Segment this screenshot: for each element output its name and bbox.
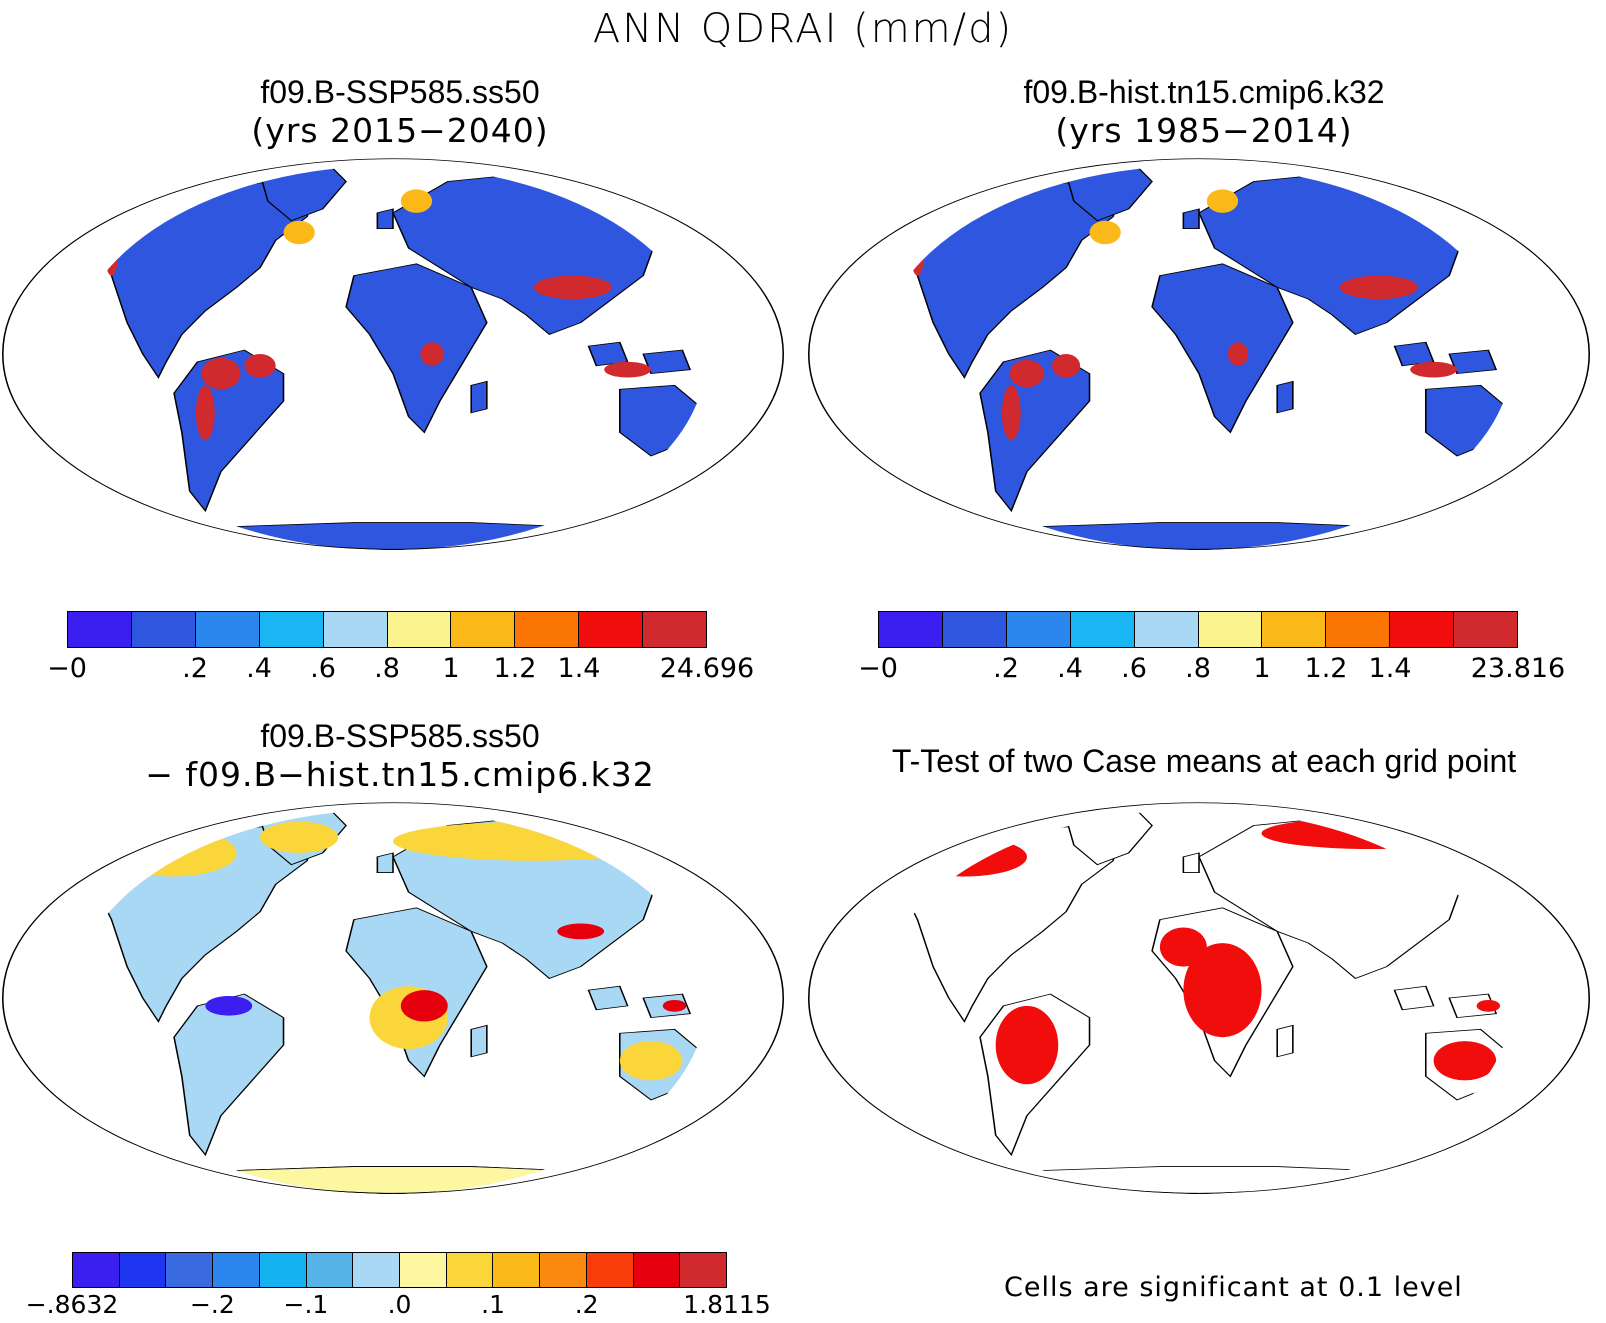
colorbar-diff-swatch bbox=[353, 1253, 401, 1287]
panel-ssp585-title: f09.B-SSP585.ss50 (yrs 2015−2040) bbox=[0, 74, 800, 150]
colorbar-ssp585-swatch bbox=[643, 612, 707, 647]
colorbar-ssp585-swatch bbox=[387, 612, 452, 647]
colorbar-ssp585-tick-label: −0 bbox=[47, 653, 87, 684]
map-border-ssp585 bbox=[1, 158, 785, 550]
colorbar-diff-swatch bbox=[400, 1253, 447, 1287]
colorbar-hist-swatch bbox=[1390, 612, 1455, 647]
colorbar-diff-swatch bbox=[73, 1253, 120, 1287]
colorbar-ssp585-swatch bbox=[68, 612, 132, 647]
colorbar-ssp585-swatch bbox=[323, 612, 388, 647]
colorbar-hist-tick-label: .6 bbox=[1121, 653, 1147, 684]
colorbar-ssp585-tick-label: .2 bbox=[182, 653, 208, 684]
colorbar-diff-tick-label: −.2 bbox=[189, 1290, 235, 1319]
colorbar-diff-swatch bbox=[259, 1253, 307, 1287]
colorbar-ssp585-ticks: −0 .2 .4 .6 .8 1 1.2 1.4 24.696 bbox=[47, 653, 754, 689]
colorbar-hist-swatch bbox=[1070, 612, 1135, 647]
colorbar-ssp585-swatch bbox=[579, 612, 644, 647]
colorbar-diff-tick-label: 1.8115 bbox=[683, 1290, 771, 1319]
colorbar-ssp585-tick-label: 1.4 bbox=[557, 653, 601, 684]
colorbar-hist-tick-label: 1 bbox=[1253, 653, 1271, 684]
colorbar-hist-swatch bbox=[1198, 612, 1263, 647]
colorbar-hist-tick-label: 23.816 bbox=[1470, 653, 1566, 684]
colorbar-diff-swatch bbox=[680, 1253, 727, 1287]
colorbar-ssp585-swatch bbox=[259, 612, 324, 647]
map-diff bbox=[1, 802, 785, 1195]
colorbar-ssp585-swatch bbox=[451, 612, 516, 647]
panel-ttest-title: T-Test of two Case means at each grid po… bbox=[891, 743, 1517, 779]
antarctica-diff bbox=[142, 1166, 644, 1195]
colorbar-diff-swatch bbox=[119, 1253, 167, 1287]
colorbar-hist-tick-label: 1.4 bbox=[1368, 653, 1412, 684]
figure-title: ANN QDRAI (mm/d) bbox=[592, 6, 1014, 52]
colorbar-ssp585-tick-label: 1.2 bbox=[493, 653, 537, 684]
colorbar-diff-swatch bbox=[633, 1253, 681, 1287]
colorbar-ssp585-tick-label: 24.696 bbox=[659, 653, 755, 684]
wet-regions-hist bbox=[909, 212, 1458, 441]
map-border-diff bbox=[1, 802, 785, 1194]
panel-hist-title: f09.B-hist.tn15.cmip6.k32 (yrs 1985−2014… bbox=[804, 74, 1604, 150]
colorbar-diff-swatch bbox=[213, 1253, 260, 1287]
colorbar-ssp585-tick-label: .8 bbox=[374, 653, 400, 684]
colorbar-hist-swatch bbox=[879, 612, 943, 647]
panel-hist-years: (yrs 1985−2014) bbox=[1055, 111, 1353, 150]
colorbar-diff-tick-label: .0 bbox=[387, 1290, 412, 1319]
colorbar-hist-tick-label: .8 bbox=[1185, 653, 1211, 684]
colorbar-diff-swatch bbox=[586, 1253, 634, 1287]
panel-hist-case-name: f09.B-hist.tn15.cmip6.k32 bbox=[1023, 74, 1385, 110]
colorbar-hist-swatch bbox=[1134, 612, 1199, 647]
land-ssp585 bbox=[72, 166, 705, 550]
colorbar-ssp585-swatch bbox=[131, 612, 196, 647]
panel-diff-case-a: f09.B-SSP585.ss50 bbox=[260, 718, 540, 754]
map-border-hist bbox=[807, 158, 1591, 550]
mid-regions-hist bbox=[1089, 189, 1239, 245]
strong-positive-regions-diff bbox=[400, 923, 687, 1022]
map-border-ttest bbox=[807, 802, 1591, 1194]
colorbar-hist bbox=[878, 611, 1518, 648]
colorbar-hist-swatch bbox=[942, 612, 1007, 647]
colorbar-diff-swatch bbox=[166, 1253, 214, 1287]
map-ttest bbox=[807, 802, 1591, 1194]
colorbar-diff-swatch bbox=[306, 1253, 354, 1287]
colorbar-diff bbox=[72, 1252, 727, 1288]
significance-note: Cells are significant at 0.1 level bbox=[1004, 1272, 1463, 1303]
colorbar-ssp585 bbox=[67, 611, 707, 648]
colorbar-hist-swatch bbox=[1326, 612, 1391, 647]
colorbar-ssp585-swatch bbox=[515, 612, 580, 647]
colorbar-hist-tick-label: −0 bbox=[858, 653, 898, 684]
map-hist bbox=[807, 158, 1591, 550]
negative-regions-diff bbox=[205, 996, 253, 1016]
colorbar-diff-tick-label: .1 bbox=[481, 1290, 505, 1319]
colorbar-diff-ticks: −.8632 −.2 −.1 .0 .1 .2 1.8115 bbox=[26, 1290, 771, 1323]
colorbar-ssp585-tick-label: .6 bbox=[310, 653, 336, 684]
colorbar-diff-tick-label: −.8632 bbox=[25, 1290, 119, 1319]
panel-diff-title: f09.B-SSP585.ss50 − f09.B−hist.tn15.cmip… bbox=[0, 718, 800, 794]
panel-diff-case-b: − f09.B−hist.tn15.cmip6.k32 bbox=[145, 755, 655, 794]
colorbar-hist-ticks: −0 .2 .4 .6 .8 1 1.2 1.4 23.816 bbox=[858, 653, 1565, 689]
colorbar-diff-swatch bbox=[540, 1253, 587, 1287]
map-ssp585 bbox=[1, 158, 785, 550]
colorbar-hist-swatch bbox=[1262, 612, 1327, 647]
colorbar-ssp585-swatch bbox=[195, 612, 260, 647]
panel-ssp585-years: (yrs 2015−2040) bbox=[251, 111, 549, 150]
panel-ssp585-case-name: f09.B-SSP585.ss50 bbox=[260, 74, 540, 110]
colorbar-hist-swatch bbox=[1454, 612, 1518, 647]
colorbar-hist-tick-label: 1.2 bbox=[1304, 653, 1348, 684]
colorbar-hist-tick-label: .4 bbox=[1057, 653, 1083, 684]
colorbar-diff-tick-label: −.1 bbox=[283, 1290, 329, 1319]
colorbar-ssp585-tick-label: .4 bbox=[246, 653, 272, 684]
colorbar-diff-tick-label: .2 bbox=[574, 1290, 599, 1319]
mid-regions-ssp585 bbox=[283, 189, 433, 245]
land-hist bbox=[878, 166, 1511, 550]
colorbar-hist-swatch bbox=[1006, 612, 1071, 647]
colorbar-diff-swatch bbox=[493, 1253, 541, 1287]
colorbar-diff-swatch bbox=[446, 1253, 494, 1287]
colorbar-hist-tick-label: .2 bbox=[993, 653, 1019, 684]
colorbar-ssp585-tick-label: 1 bbox=[442, 653, 460, 684]
